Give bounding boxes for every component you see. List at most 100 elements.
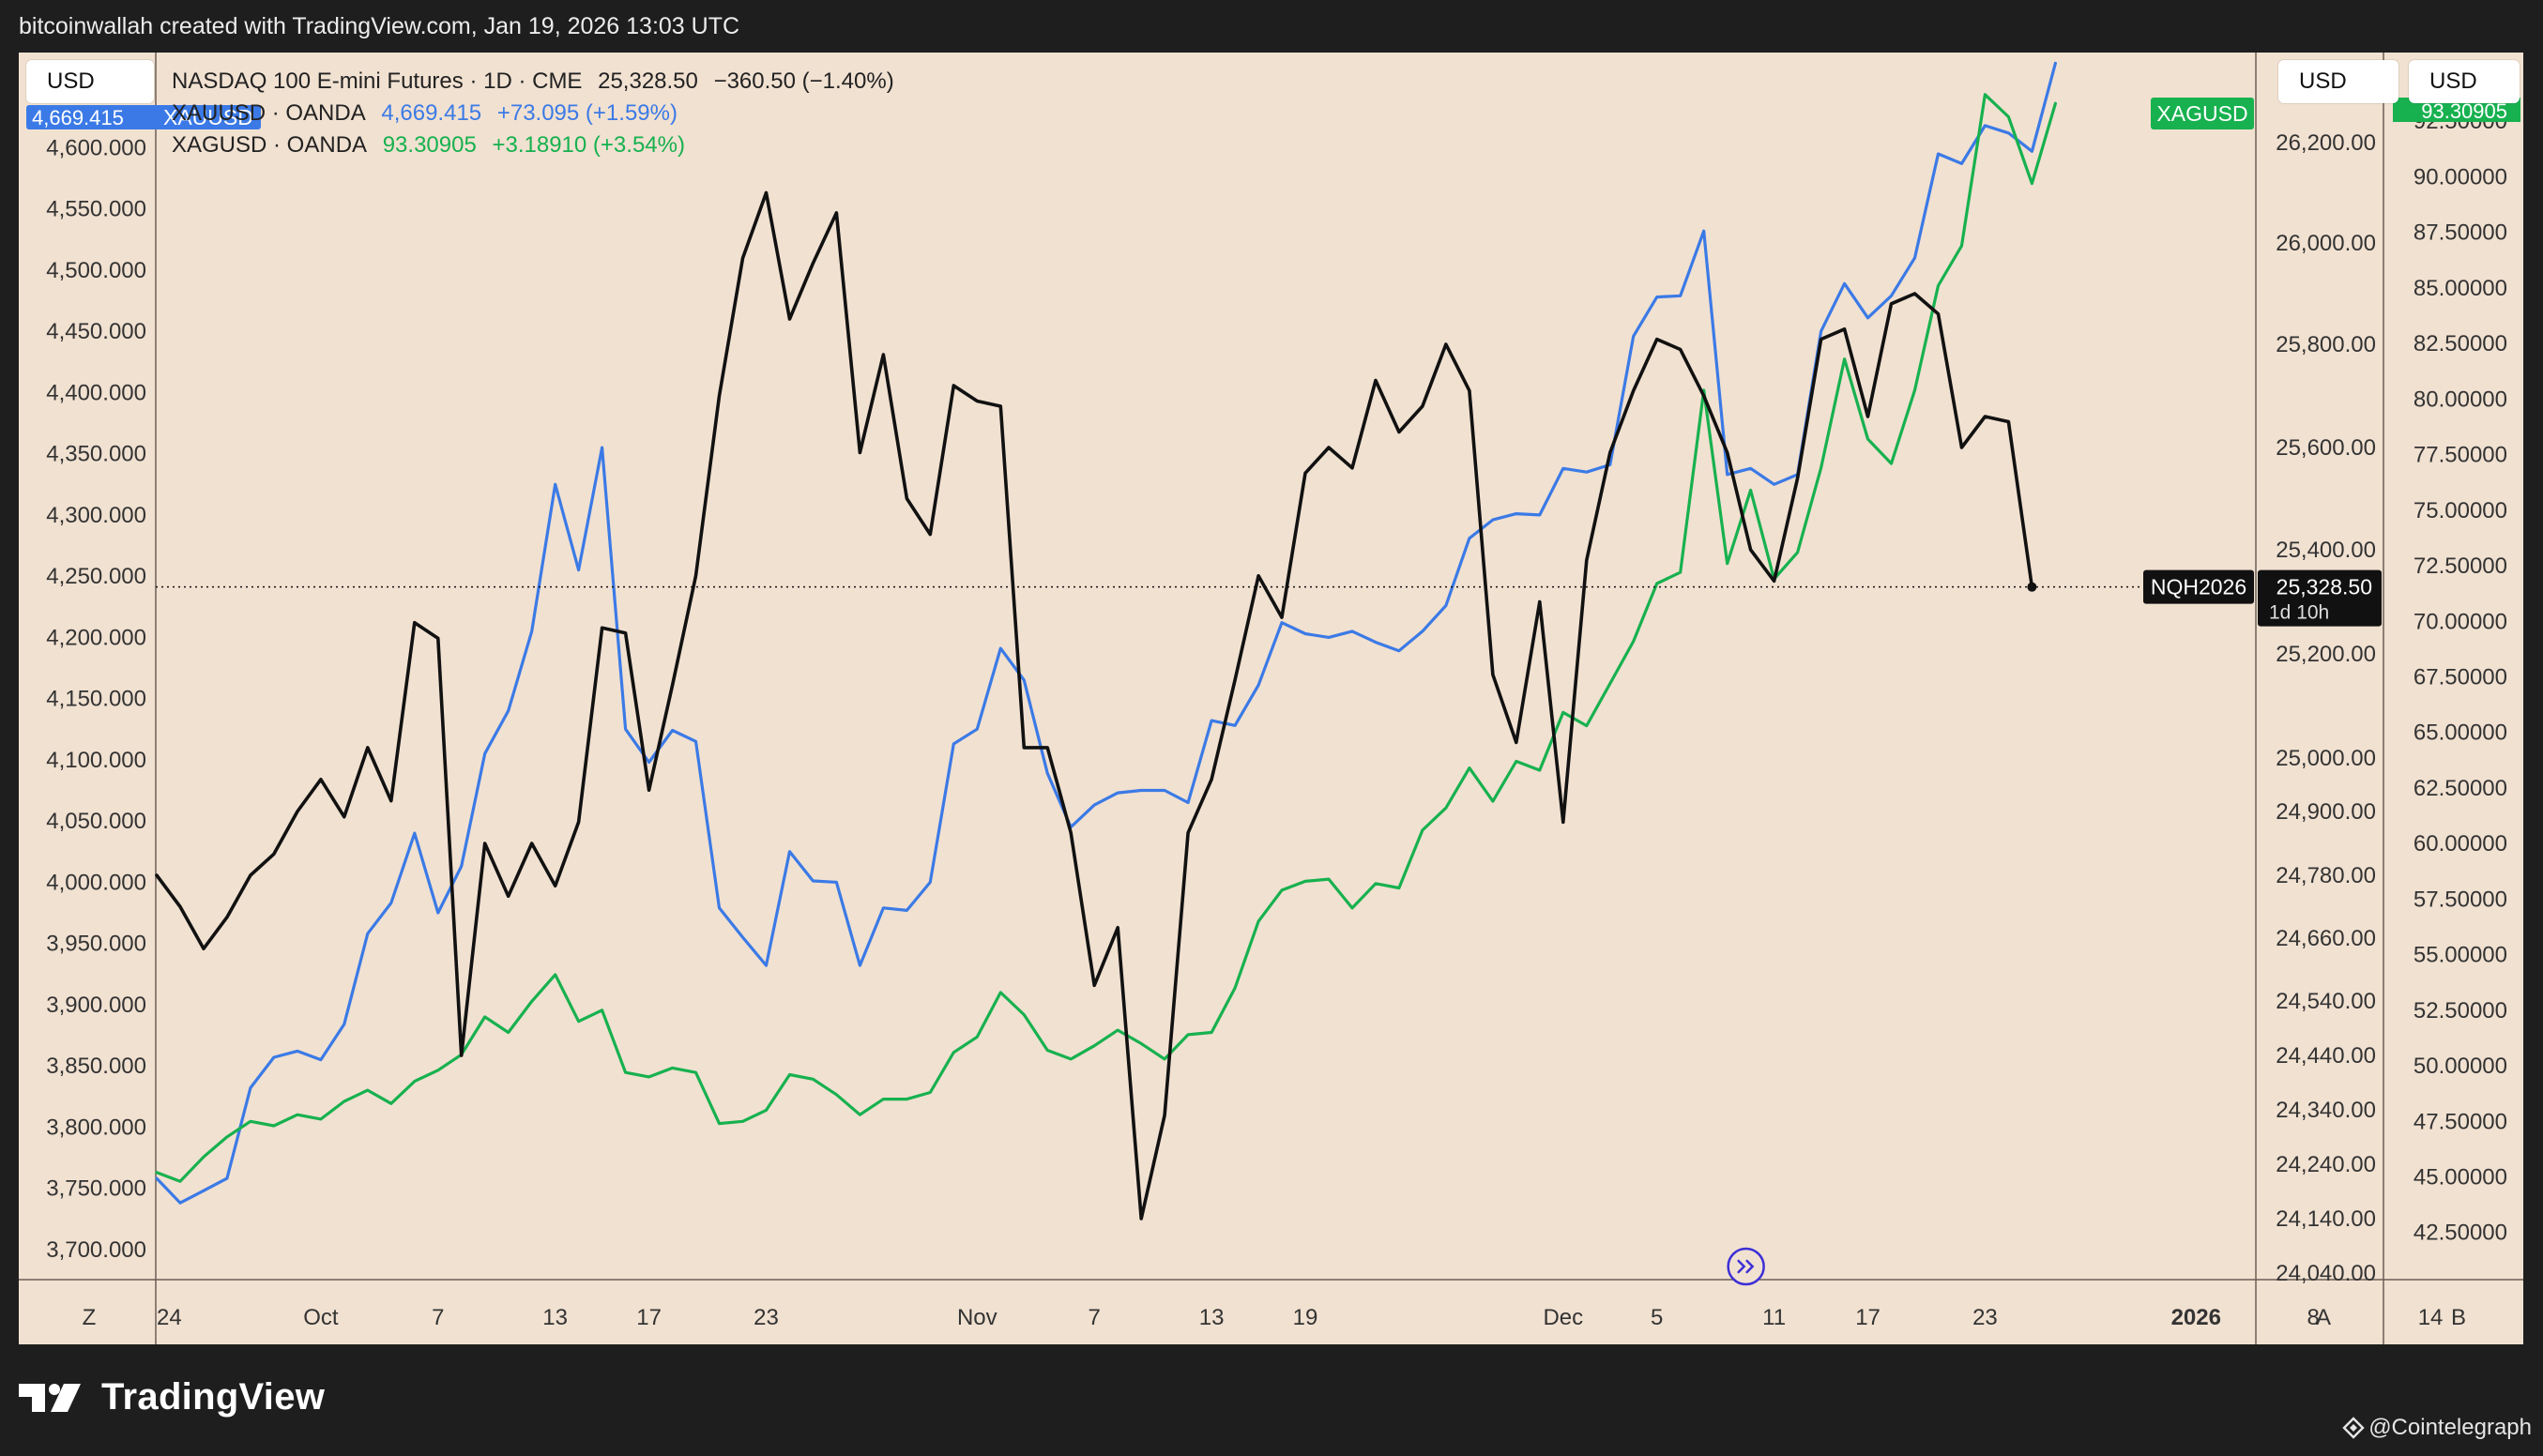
left-axis-tick-label: 4,450.000 [46, 319, 146, 344]
left-axis-tick-label: 4,300.000 [46, 503, 146, 528]
goto-realtime-arrows [1737, 1259, 1755, 1274]
time-axis-tick-label: 23 [754, 1305, 779, 1330]
xagusd-line[interactable] [155, 93, 2057, 1183]
time-axis-tick-label: 14 [2418, 1305, 2444, 1330]
cointelegraph-credit[interactable]: @Cointelegraph [2342, 1415, 2532, 1441]
time-axis-tick-label: 7 [432, 1305, 444, 1330]
right-axis-b-tick-label: 57.50000 [2414, 887, 2507, 912]
left-axis-tick-label: 4,150.000 [46, 687, 146, 712]
nq-symbol-tag-bg [2143, 569, 2254, 604]
time-axis-tick-label: 7 [1089, 1305, 1101, 1330]
right-axis-b-tick-label: 67.50000 [2414, 664, 2507, 690]
right-axis-b-tick-label: 60.00000 [2414, 831, 2507, 857]
right-axis-a-tick-label: 24,140.00 [2276, 1206, 2376, 1232]
right-axis-b-tick-label: 55.00000 [2414, 943, 2507, 968]
legend-row-xagusd[interactable]: XAGUSD · OANDA 93.30905 +3.18910 (+3.54%… [172, 129, 894, 161]
chart-legend: NASDAQ 100 E-mini Futures · 1D · CME 25,… [172, 66, 894, 161]
time-axis-tick-label: 19 [1293, 1305, 1318, 1330]
right-axis-b-tick-label: 45.00000 [2414, 1165, 2507, 1191]
time-axis-tick-label: 8 [2307, 1305, 2319, 1330]
right-axis-a-tick-label: 24,900.00 [2276, 799, 2376, 825]
legend-xau-name: XAUUSD · OANDA [172, 100, 366, 126]
time-axis-tick-label: 17 [636, 1305, 662, 1330]
right-axis-a-tick-label: 24,540.00 [2276, 989, 2376, 1014]
right-axis-b-tick-label: 52.50000 [2414, 998, 2507, 1024]
nasdaq-line[interactable] [155, 190, 2034, 1221]
right-axis-b-tick-label: 90.00000 [2414, 164, 2507, 190]
left-axis-tick-label: 3,950.000 [46, 932, 146, 957]
nq-countdown: 1d 10h [2269, 602, 2329, 624]
right-axis-b-tick-label: 65.00000 [2414, 720, 2507, 746]
left-axis-tick-label: 4,050.000 [46, 809, 146, 834]
left-axis-tick-label: 4,500.000 [46, 258, 146, 283]
right-axis-a-tick-label: 25,800.00 [2276, 332, 2376, 357]
right-axis-b-tick-label: 75.00000 [2414, 498, 2507, 523]
right-axis-a-tick-label: 26,000.00 [2276, 231, 2376, 256]
right-axis-b-tick-label: 70.00000 [2414, 609, 2507, 634]
currency-button-right-b[interactable]: USD [2409, 60, 2520, 103]
currency-button-left[interactable]: USD [26, 60, 154, 103]
left-axis-tick-label: 4,600.000 [46, 135, 146, 160]
left-axis-tick-label: 3,750.000 [46, 1176, 146, 1202]
price-chart[interactable]: 4,650.0004,600.0004,550.0004,500.0004,45… [19, 53, 2523, 1344]
left-axis-tick-label: 3,800.000 [46, 1115, 146, 1140]
time-axis-tick-label: 13 [1199, 1305, 1225, 1330]
double-arrow-right-icon[interactable] [1727, 1247, 1765, 1286]
right-axis-a-tick-label: 26,200.00 [2276, 130, 2376, 156]
right-scale-label-b: B [2451, 1305, 2466, 1330]
time-axis-tick-label: Oct [303, 1305, 339, 1330]
left-axis-tick-label: 4,200.000 [46, 625, 146, 650]
left-axis-tick-label: 3,700.000 [46, 1237, 146, 1263]
tradingview-logo-icon [19, 1383, 81, 1412]
nq-symbol-tag: NQH2026 [2151, 575, 2246, 599]
time-axis-tick-label: 24 [157, 1305, 182, 1330]
legend-xau-value: 4,669.415 [381, 100, 482, 126]
legend-xag-name: XAGUSD · OANDA [172, 132, 368, 158]
xag-symbol-tag: XAGUSD [2156, 101, 2247, 126]
right-axis-a-tick-label: 24,780.00 [2276, 863, 2376, 888]
time-axis-tick-label: 13 [542, 1305, 568, 1330]
xauusd-line[interactable] [155, 61, 2057, 1205]
left-axis-tick-label: 4,100.000 [46, 748, 146, 773]
legend-row-nasdaq[interactable]: NASDAQ 100 E-mini Futures · 1D · CME 25,… [172, 66, 894, 98]
right-axis-b-tick-label: 62.50000 [2414, 776, 2507, 801]
right-axis-a-tick-label: 25,600.00 [2276, 435, 2376, 461]
right-axis-a-tick-label: 25,400.00 [2276, 538, 2376, 563]
right-axis-a-tick-label: 24,040.00 [2276, 1261, 2376, 1286]
right-axis-b-tick-label: 47.50000 [2414, 1109, 2507, 1134]
left-axis-tick-label: 4,250.000 [46, 564, 146, 589]
time-axis-tick-label: 17 [1855, 1305, 1881, 1330]
left-axis-tick-label: 3,900.000 [46, 993, 146, 1018]
chart-area[interactable]: 4,650.0004,600.0004,550.0004,500.0004,45… [19, 53, 2523, 1344]
left-axis-tick-label: 4,000.000 [46, 870, 146, 895]
xau-symbol-tag: XAUUSD [163, 105, 253, 129]
right-axis-a-tick-label: 25,200.00 [2276, 642, 2376, 667]
legend-nasdaq-name: NASDAQ 100 E-mini Futures · 1D · CME [172, 68, 583, 94]
legend-row-xauusd[interactable]: XAUUSD · OANDA 4,669.415 +73.095 (+1.59%… [172, 98, 894, 129]
chart-background [19, 53, 2523, 1344]
right-axis-a-tick-label: 25,000.00 [2276, 746, 2376, 771]
chart-caption: bitcoinwallah created with TradingView.c… [19, 13, 740, 39]
time-axis-tick-label: Dec [1543, 1305, 1583, 1330]
time-axis-tick-label: 2026 [2171, 1305, 2221, 1330]
right-axis-b-tick-label: 77.50000 [2414, 443, 2507, 468]
time-axis-tick-label: Nov [957, 1305, 997, 1330]
legend-nasdaq-change: −360.50 (−1.40%) [713, 68, 894, 94]
right-axis-a-tick-label: 24,660.00 [2276, 926, 2376, 951]
left-axis-tick-label: 4,550.000 [46, 197, 146, 222]
xag-symbol-tag-bg [2151, 98, 2254, 129]
xag-value-tag: 93.30905 [2421, 99, 2507, 123]
right-axis-a-tick-label: 24,240.00 [2276, 1152, 2376, 1177]
right-scale-label-a: A [2316, 1305, 2331, 1330]
xau-value-tag-bg [26, 105, 261, 129]
right-axis-b-tick-label: 72.50000 [2414, 554, 2507, 579]
currency-button-right-a[interactable]: USD [2278, 60, 2398, 103]
legend-xag-value: 93.30905 [382, 132, 477, 158]
left-axis-tick-label: 3,850.000 [46, 1054, 146, 1079]
right-axis-a-tick-label: 24,340.00 [2276, 1098, 2376, 1123]
right-axis-b-tick-label: 42.50000 [2414, 1221, 2507, 1246]
legend-xag-change: +3.18910 (+3.54%) [492, 132, 685, 158]
credit-text: @Cointelegraph [2368, 1415, 2532, 1440]
left-scale-label: Z [83, 1305, 97, 1330]
tradingview-brand[interactable]: TradingView [19, 1376, 325, 1418]
